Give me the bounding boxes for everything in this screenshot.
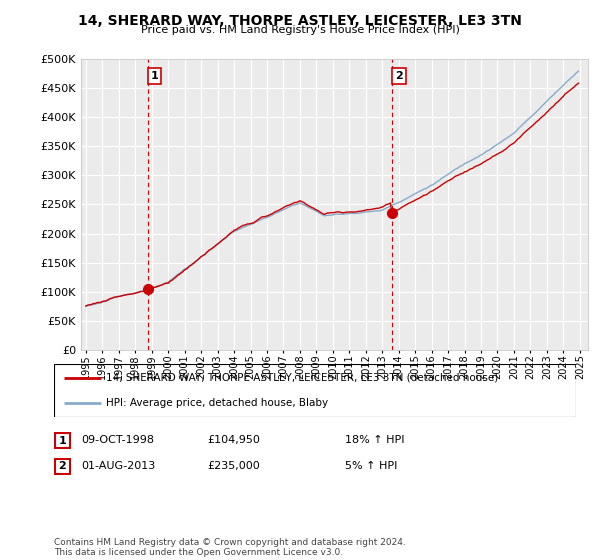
Text: Contains HM Land Registry data © Crown copyright and database right 2024.
This d: Contains HM Land Registry data © Crown c… [54,538,406,557]
Text: 2: 2 [395,71,403,81]
Text: Price paid vs. HM Land Registry's House Price Index (HPI): Price paid vs. HM Land Registry's House … [140,25,460,35]
Text: 01-AUG-2013: 01-AUG-2013 [81,461,155,471]
Text: 14, SHERARD WAY, THORPE ASTLEY, LEICESTER, LE3 3TN: 14, SHERARD WAY, THORPE ASTLEY, LEICESTE… [78,14,522,28]
Text: 14, SHERARD WAY, THORPE ASTLEY, LEICESTER, LE3 3TN (detached house): 14, SHERARD WAY, THORPE ASTLEY, LEICESTE… [106,373,499,383]
Text: 1: 1 [151,71,159,81]
Text: 09-OCT-1998: 09-OCT-1998 [81,435,154,445]
Text: 18% ↑ HPI: 18% ↑ HPI [345,435,404,445]
Text: 2: 2 [59,461,66,472]
Text: 1: 1 [59,436,66,446]
Text: £104,950: £104,950 [207,435,260,445]
Text: 5% ↑ HPI: 5% ↑ HPI [345,461,397,471]
Text: HPI: Average price, detached house, Blaby: HPI: Average price, detached house, Blab… [106,398,328,408]
Text: £235,000: £235,000 [207,461,260,471]
